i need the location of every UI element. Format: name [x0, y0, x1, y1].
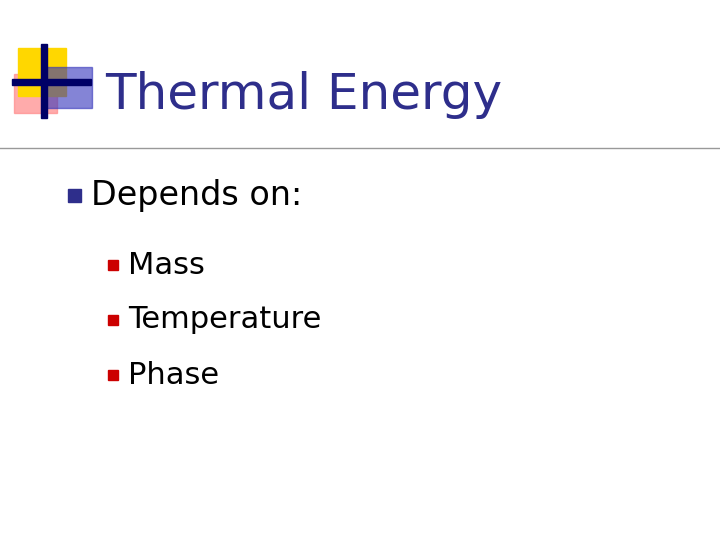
Bar [108, 370, 118, 380]
Text: Thermal Energy: Thermal Energy [105, 71, 502, 119]
Bar [42, 67, 92, 108]
Text: Mass: Mass [128, 251, 205, 280]
Text: Temperature: Temperature [128, 306, 321, 334]
Text: Phase: Phase [128, 361, 219, 389]
Bar [14, 75, 57, 113]
Bar [68, 189, 81, 202]
Bar [18, 48, 66, 96]
Bar [12, 79, 91, 85]
Bar [108, 260, 118, 270]
Bar [108, 315, 118, 325]
Text: Depends on:: Depends on: [91, 179, 302, 212]
Bar [42, 44, 48, 118]
